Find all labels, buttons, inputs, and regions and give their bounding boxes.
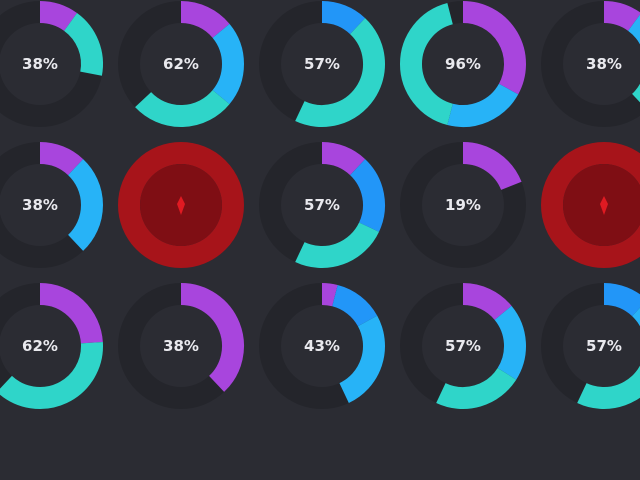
ring-percent-label: 57%	[445, 337, 481, 355]
ring-segment-light-blue	[338, 315, 385, 403]
ring-segment-purple	[462, 1, 526, 95]
progress-ring: 38%	[0, 142, 103, 268]
ring-percent-label: 38%	[163, 337, 199, 355]
ring-segment-light-blue	[494, 305, 526, 380]
ring-segment-purple	[321, 282, 338, 307]
progress-ring: 57%	[400, 283, 526, 409]
ring-segment-teal	[577, 365, 640, 409]
progress-ring: 96%	[400, 1, 526, 127]
ring-segment-blue	[603, 283, 640, 317]
ring-segment-blue	[349, 159, 385, 232]
progress-ring: 62%	[118, 1, 244, 127]
ring-segment-purple	[180, 283, 244, 392]
alert-icon	[600, 196, 608, 215]
ring-segment-teal	[295, 221, 379, 268]
ring-segment-teal	[135, 89, 230, 127]
ring-segment-teal	[436, 367, 517, 409]
ring-percent-label: 57%	[304, 55, 340, 73]
ring-segment-purple	[462, 283, 512, 321]
ring-segment-purple	[39, 283, 103, 344]
ring-segment-light-blue	[447, 83, 519, 127]
ring-segment-purple	[462, 142, 522, 191]
ring-segment-teal	[0, 342, 103, 409]
progress-ring: 38%	[118, 283, 244, 409]
alert-ring	[541, 142, 640, 268]
ring-percent-label: 57%	[586, 337, 622, 355]
progress-ring: 57%	[259, 1, 385, 127]
progress-ring: 57%	[259, 142, 385, 268]
ring-segment-teal	[295, 18, 385, 127]
ring-segment-blue	[331, 284, 378, 327]
progress-ring: 38%	[0, 1, 103, 127]
progress-ring: 38%	[541, 1, 640, 127]
ring-percent-label: 43%	[304, 337, 340, 355]
progress-ring: 57%	[541, 283, 640, 409]
ring-segment-purple	[180, 1, 230, 39]
alert-ring-fill	[541, 142, 640, 268]
ring-segment-purple	[39, 142, 84, 176]
ring-percent-label: 38%	[22, 55, 58, 73]
ring-segment-teal	[63, 13, 103, 76]
ring-segment-light-blue	[212, 23, 244, 105]
ring-segment-purple	[39, 1, 78, 32]
ring-segment-light-blue	[67, 159, 103, 251]
ring-percent-label: 38%	[586, 55, 622, 73]
ring-percent-label: 57%	[304, 196, 340, 214]
ring-percent-label: 62%	[22, 337, 58, 355]
progress-ring: 62%	[0, 283, 103, 409]
ring-segment-blue	[321, 1, 366, 35]
ring-percent-label: 62%	[163, 55, 199, 73]
ring-segment-purple	[321, 142, 366, 176]
ring-percent-label: 19%	[445, 196, 481, 214]
ring-segment-teal	[400, 2, 454, 126]
ring-segment-purple	[603, 1, 640, 32]
progress-ring: 43%	[259, 282, 385, 409]
alert-ring	[118, 142, 244, 268]
ring-percent-label: 38%	[22, 196, 58, 214]
ring-segment-light-blue	[627, 14, 640, 45]
ring-percent-label: 96%	[445, 55, 481, 73]
alert-icon	[177, 196, 185, 215]
progress-ring: 19%	[400, 142, 526, 268]
alert-ring-fill	[118, 142, 244, 268]
